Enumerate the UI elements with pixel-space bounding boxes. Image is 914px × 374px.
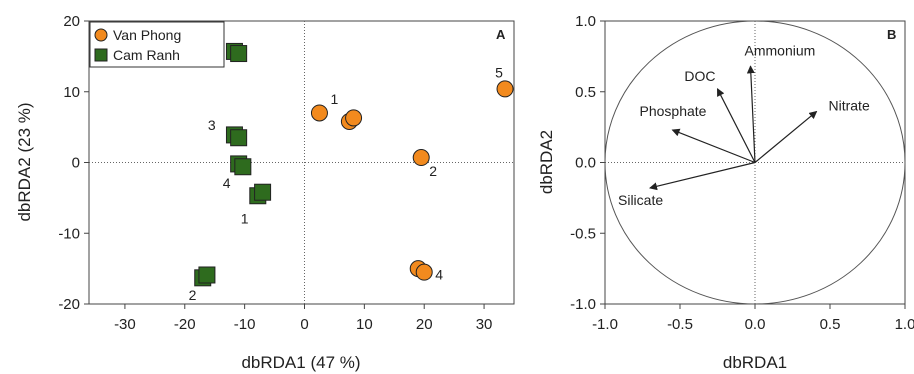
vector-arrow-silicate	[649, 161, 756, 191]
point-cam-ranh	[198, 266, 216, 284]
panel-b-xtick-label: -0.5	[667, 316, 693, 333]
point-cam-ranh	[234, 158, 252, 176]
point-van-phong	[310, 104, 328, 122]
point-van-phong	[496, 80, 514, 98]
panel-b-ytick-label: 1.0	[575, 13, 596, 30]
vector-label-phosphate: Phosphate	[640, 103, 707, 119]
panel-b-xtick-label: 1.0	[895, 316, 914, 333]
panel-a-xtick-label: 10	[356, 316, 373, 333]
vector-label-nitrate: Nitrate	[829, 98, 870, 114]
vector-label-doc: DOC	[684, 68, 715, 84]
panel-a-ytick-label: 20	[63, 13, 80, 30]
point-label-cam-ranh: 4	[223, 175, 231, 191]
panel-a-ytick-label: -20	[58, 296, 80, 313]
point-van-phong	[415, 263, 433, 281]
panel-a-xtick-label: -20	[174, 316, 196, 333]
vector-arrow-doc	[716, 88, 756, 163]
panel-a-xtick-label: 30	[476, 316, 493, 333]
panel-a-ytick-label: -10	[58, 225, 80, 242]
vector-label-ammonium: Ammonium	[745, 42, 816, 58]
panel-b-xtick-label: 0.5	[820, 316, 841, 333]
legend-entry-cam-ranh: Cam Ranh	[113, 47, 180, 63]
point-van-phong	[412, 149, 430, 167]
panel-a-ticks: -30 -20 -10 0 10 20 30 20 10 0 -10 -20	[58, 13, 492, 333]
point-label-van-phong: 2	[429, 163, 437, 179]
point-van-phong	[345, 109, 363, 127]
vector-label-silicate: Silicate	[618, 192, 663, 208]
panel-a-ylabel: dbRDA2 (23 %)	[15, 102, 34, 221]
panel-a-xtick-label: 20	[416, 316, 433, 333]
point-label-van-phong: 1	[331, 91, 339, 107]
panel-a-xtick-label: -30	[114, 316, 136, 333]
panel-b-ylabel: dbRDA2	[537, 130, 556, 194]
panel-b-vectors: -1.0 -0.5 0.0 0.5 1.0 1.0 0.5 0.0 -0.5 -1.0 Ammon…	[537, 13, 914, 372]
point-cam-ranh	[254, 183, 272, 201]
legend: Van Phong Cam Ranh	[89, 21, 225, 68]
panel-a-xtick-label: -10	[234, 316, 256, 333]
panel-b-ytick-label: 0.0	[575, 155, 596, 172]
unit-circle	[604, 20, 906, 305]
vector-arrow-ammonium	[746, 65, 756, 163]
legend-marker-cam-ranh	[94, 48, 108, 62]
panel-b-ytick-label: -1.0	[570, 296, 596, 313]
panel-a-xtick-label: 0	[300, 316, 308, 333]
panel-b-unit-circle	[604, 20, 906, 305]
panel-b-xtick-label: 0.0	[745, 316, 766, 333]
panel-b-ticks: -1.0 -0.5 0.0 0.5 1.0 1.0 0.5 0.0 -0.5 -1.0	[570, 13, 914, 333]
point-label-cam-ranh: 3	[208, 117, 216, 133]
panel-a-reference-lines	[89, 21, 514, 304]
point-cam-ranh	[230, 129, 248, 147]
point-label-cam-ranh: 2	[189, 287, 197, 303]
panel-b-ytick-label: -0.5	[570, 225, 596, 242]
point-label-van-phong: 5	[495, 65, 503, 81]
panel-b-xlabel: dbRDA1	[723, 353, 787, 372]
panel-a-ytick-label: 10	[63, 84, 80, 101]
panel-b-xtick-label: -1.0	[592, 316, 618, 333]
point-label-van-phong: 4	[435, 266, 443, 282]
legend-entry-van-phong: Van Phong	[113, 27, 181, 43]
panel-a-label: A	[496, 27, 506, 42]
point-cam-ranh	[230, 45, 248, 63]
panel-b-ytick-label: 0.5	[575, 84, 596, 101]
vector-arrow-phosphate	[671, 128, 756, 164]
legend-box	[89, 21, 225, 68]
panel-b-label: B	[887, 27, 896, 42]
point-label-cam-ranh: 1	[241, 210, 249, 226]
panel-a-xlabel: dbRDA1 (47 %)	[241, 353, 360, 372]
panel-b-vector-arrows: Ammonium DOC Nitrate Phosphate Silicate	[618, 42, 870, 208]
panel-a-points	[194, 42, 514, 287]
legend-marker-van-phong	[94, 28, 108, 42]
panel-a-ytick-label: 0	[72, 155, 80, 172]
vector-arrow-nitrate	[754, 110, 818, 163]
